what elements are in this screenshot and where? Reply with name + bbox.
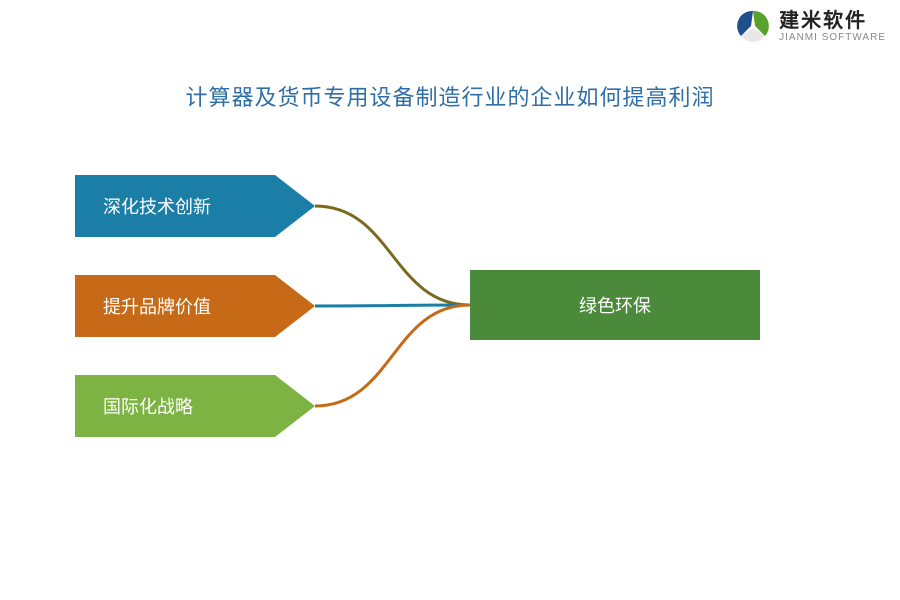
target-box-label: 绿色环保 xyxy=(579,292,651,318)
source-arrow-label: 深化技术创新 xyxy=(103,193,211,219)
source-arrow: 深化技术创新 xyxy=(75,175,275,237)
source-arrow: 提升品牌价值 xyxy=(75,275,275,337)
connector-line xyxy=(315,206,470,305)
source-arrow-label: 国际化战略 xyxy=(103,393,193,419)
target-box: 绿色环保 xyxy=(470,270,760,340)
connector-line xyxy=(315,305,470,306)
source-arrow-label: 提升品牌价值 xyxy=(103,293,211,319)
source-arrow: 国际化战略 xyxy=(75,375,275,437)
connector-line xyxy=(315,305,470,406)
